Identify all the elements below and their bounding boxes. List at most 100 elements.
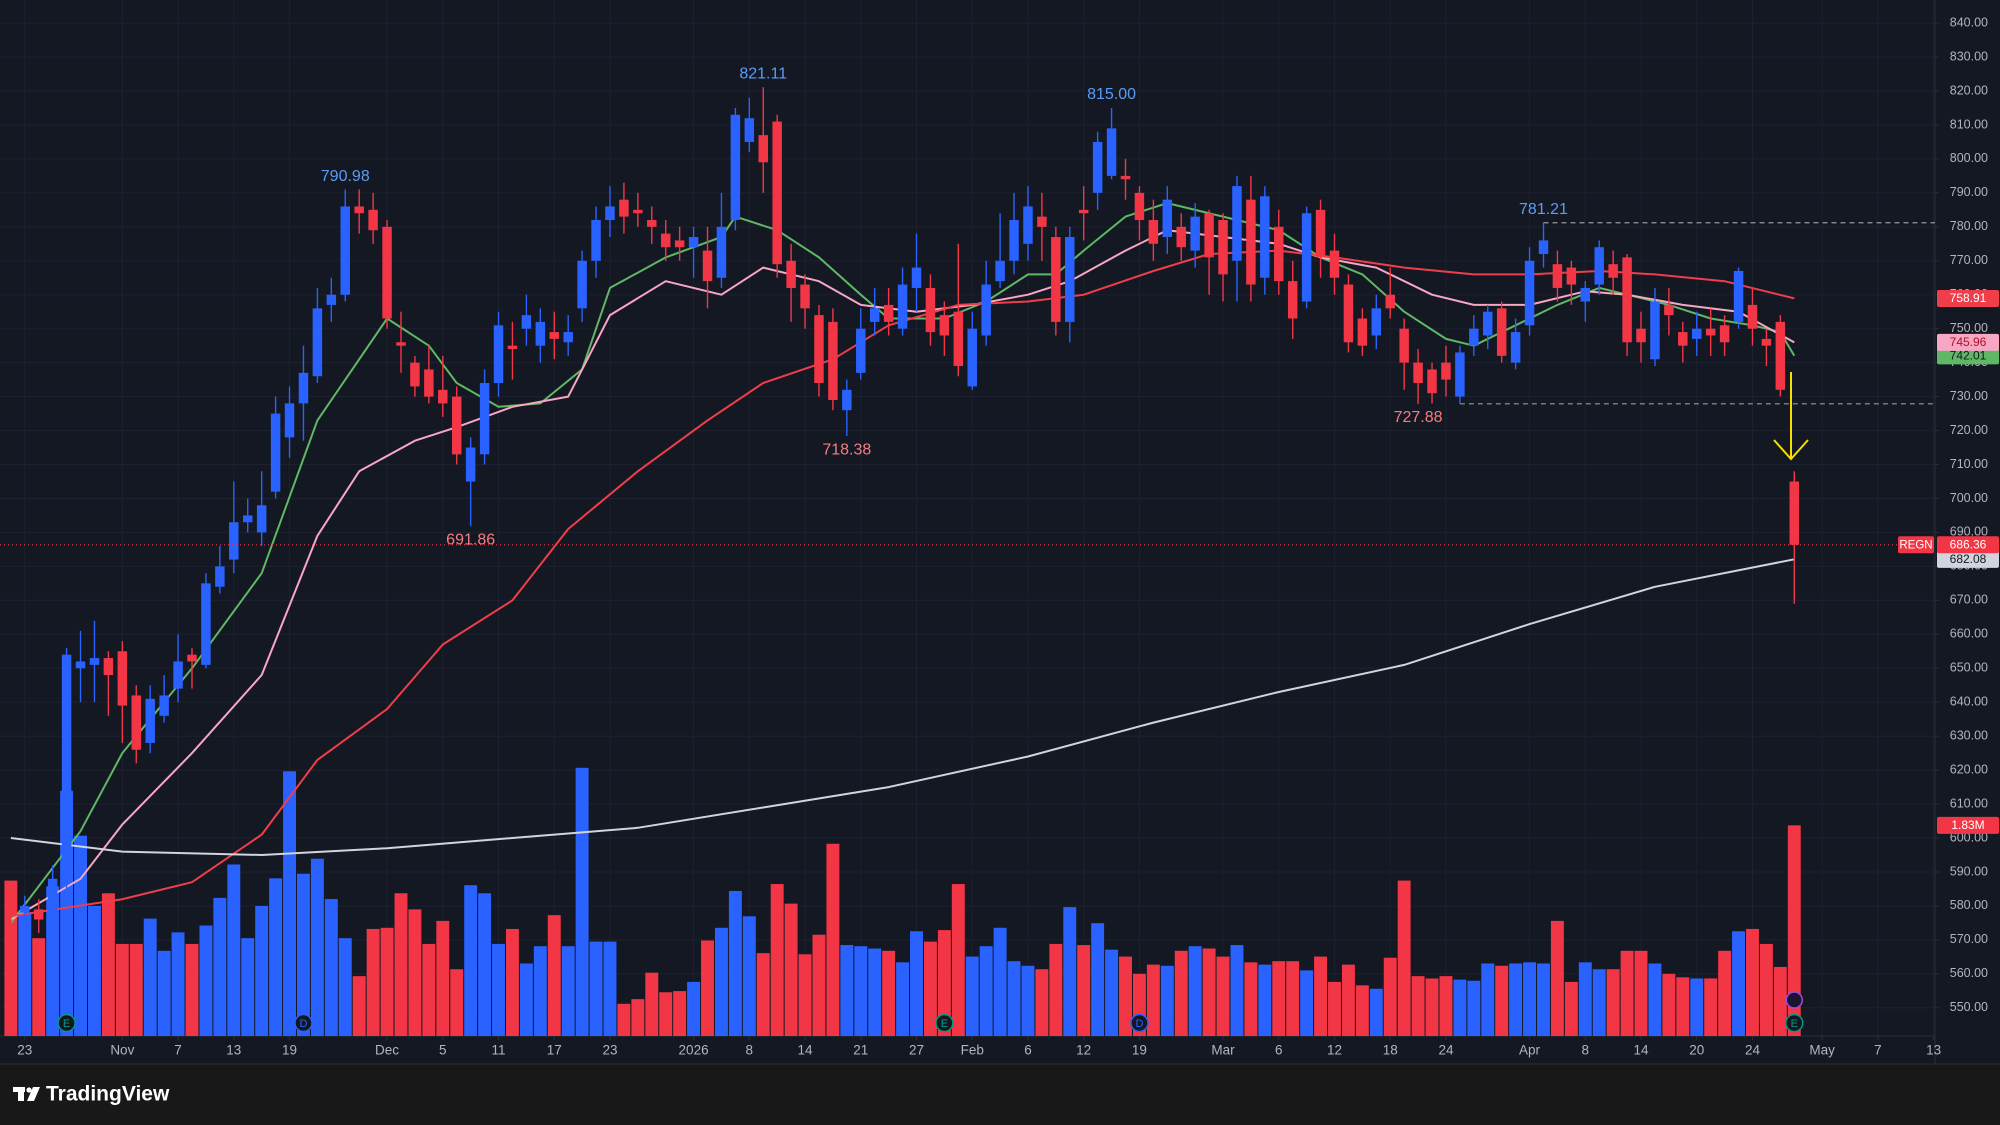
candle-body (145, 698, 155, 743)
event-marker (1130, 1013, 1149, 1033)
candle-body (507, 345, 518, 350)
logo-part (27, 1087, 40, 1101)
candle-body (61, 654, 72, 879)
volume-bar (1063, 907, 1077, 1036)
candle-body (1287, 281, 1298, 319)
candle-body (535, 321, 546, 346)
volume-bar (32, 938, 46, 1036)
candle-body (563, 332, 573, 343)
volume-bar (1648, 963, 1662, 1036)
y-tick-label: 820.00 (1950, 83, 1988, 97)
volume-bar (1091, 923, 1105, 1036)
volume-bar (1188, 946, 1202, 1036)
volume-bar (742, 916, 756, 1036)
volume-bar (18, 912, 32, 1036)
volume-bar (46, 886, 60, 1036)
y-tick-label: 670.00 (1950, 593, 1988, 607)
candle-body (688, 237, 699, 248)
volume-bar (492, 943, 505, 1036)
candle-body (1441, 362, 1451, 380)
candle-body (1622, 257, 1632, 343)
volume-bar (1077, 945, 1091, 1036)
event-label: D (299, 1018, 307, 1030)
x-tick-label: 18 (1383, 1043, 1398, 1058)
volume-bar (1537, 963, 1550, 1036)
candle-body (591, 220, 601, 261)
footer-bar (0, 1064, 2000, 1125)
volume-bar (1550, 920, 1564, 1036)
y-tick-label: 560.00 (1950, 966, 1988, 980)
volume-bar (617, 1003, 631, 1036)
volume-bar (450, 969, 464, 1036)
volume-bar (812, 934, 826, 1036)
candle-body (647, 220, 657, 227)
volume-bar (798, 954, 812, 1036)
x-tick-label: 24 (1745, 1043, 1761, 1058)
candle-body (1051, 237, 1061, 322)
x-tick-label: 2026 (679, 1043, 709, 1058)
candle-body (911, 267, 922, 288)
volume-bar (1690, 978, 1704, 1036)
candle-body (20, 905, 30, 913)
candle-body (270, 413, 281, 492)
candle-body (131, 695, 142, 750)
y-tick-label: 630.00 (1950, 728, 1988, 742)
symbol-tag (1898, 536, 1934, 554)
volume-bar (74, 835, 87, 1036)
candle-body (883, 304, 894, 322)
x-tick-label: 5 (439, 1043, 447, 1058)
volume-bar (1453, 979, 1467, 1036)
volume-bar (352, 976, 366, 1036)
volume-bar (1007, 961, 1021, 1036)
y-tick-label: 550.00 (1950, 1000, 1988, 1014)
candle-body (800, 284, 810, 309)
last-price-tag-label: 686.36 (1950, 537, 1987, 551)
candle-body (995, 260, 1005, 282)
candle-body (1483, 311, 1493, 336)
volume-bar (1746, 928, 1759, 1036)
y-tick-label: 770.00 (1950, 253, 1988, 267)
candle-body (1204, 213, 1214, 258)
alert-icon (1785, 991, 1804, 1009)
volume-bar (951, 884, 965, 1036)
volume-bar (854, 946, 868, 1036)
volume-bar (269, 878, 283, 1036)
candle-body (828, 321, 838, 401)
candle-body (842, 389, 852, 411)
volume-bar (436, 920, 450, 1036)
candle-body (438, 389, 448, 404)
x-tick-label: 19 (282, 1043, 297, 1058)
candle-body (479, 383, 490, 455)
volume-bar (937, 930, 951, 1036)
extreme-label: 815.00 (1087, 86, 1136, 103)
candle-body (577, 260, 587, 309)
x-tick-label: May (1809, 1043, 1835, 1058)
candle-body (354, 206, 364, 214)
y-tick-label: 830.00 (1950, 49, 1988, 63)
candle-body (1705, 328, 1716, 336)
x-tick-label: 20 (1689, 1043, 1704, 1058)
volume-bar (255, 905, 269, 1036)
candle-body (187, 654, 197, 662)
candle-body (633, 209, 643, 214)
volume-bar (784, 903, 798, 1036)
volume-bar (1523, 962, 1537, 1036)
volume-bar (1258, 964, 1272, 1036)
event-label: E (63, 1018, 70, 1030)
candle-body (1524, 260, 1535, 326)
volume-bar (1035, 969, 1049, 1036)
extreme-label: 821.11 (739, 65, 787, 82)
x-tick-label: 14 (1634, 1043, 1650, 1058)
volume-bar (631, 999, 645, 1036)
volume-tag-label: 1.83M (1951, 818, 1984, 832)
candle-body (1357, 318, 1368, 346)
volume-bar (533, 946, 547, 1036)
volume-bar (1216, 956, 1230, 1036)
volume-bar (283, 771, 296, 1036)
candle-body (410, 362, 420, 387)
candle-body (396, 342, 406, 346)
candle-body (925, 287, 936, 333)
volume-bar (1355, 985, 1369, 1036)
